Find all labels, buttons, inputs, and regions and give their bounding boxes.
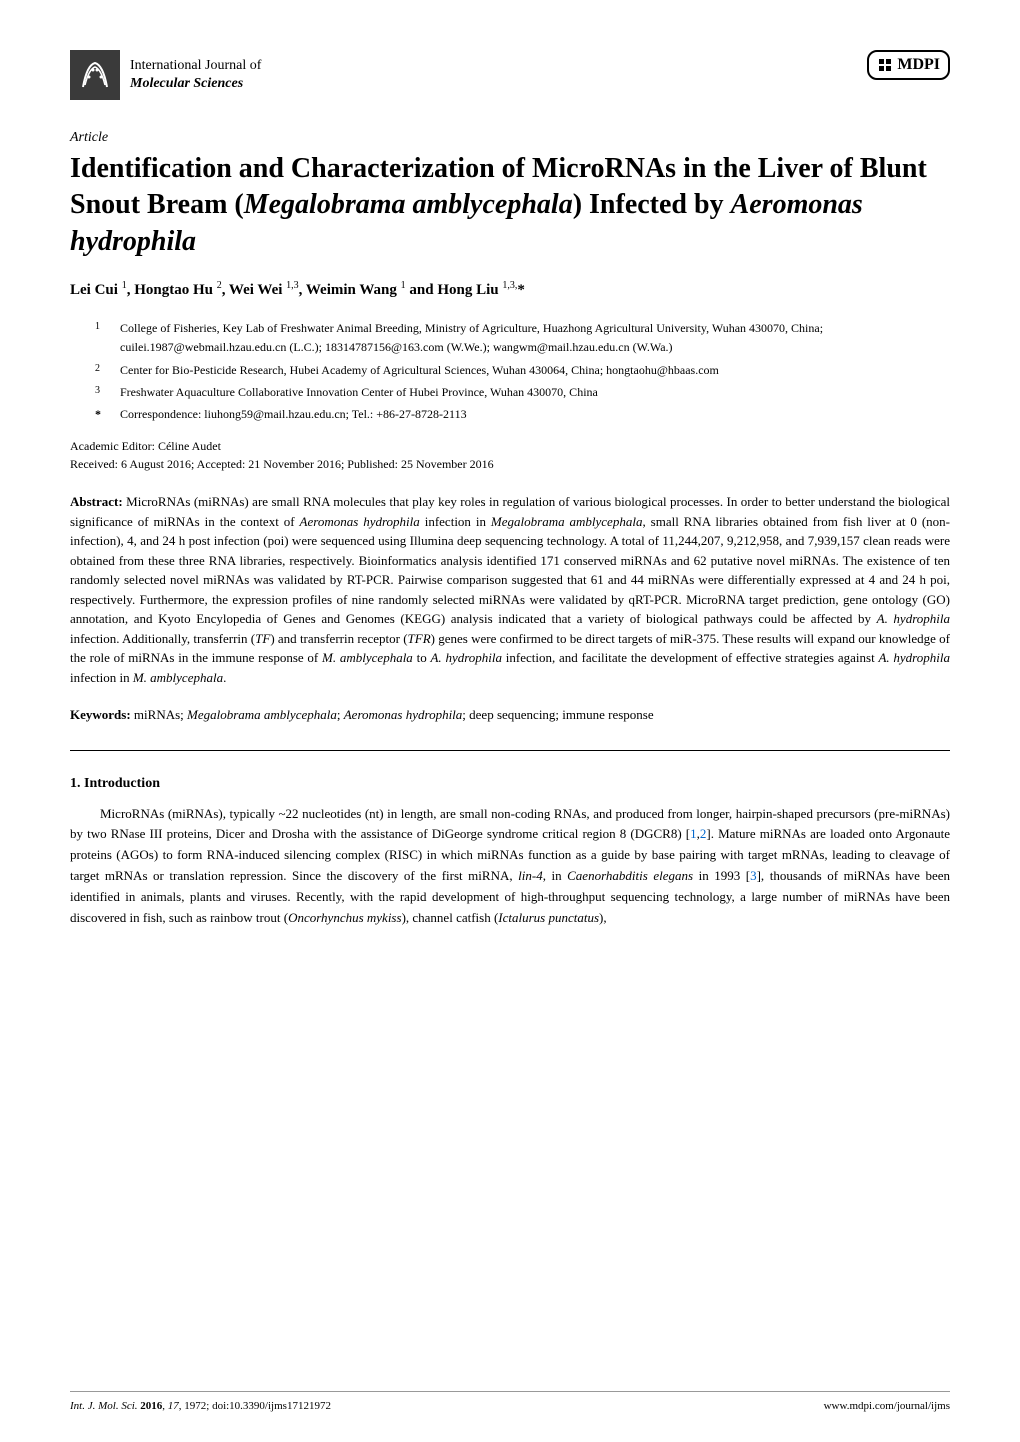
- keywords-label: Keywords:: [70, 707, 131, 722]
- academic-editor: Academic Editor: Céline Audet: [70, 439, 950, 454]
- affiliation-num: *: [95, 405, 110, 424]
- article-title: Identification and Characterization of M…: [70, 151, 950, 260]
- abstract-text: MicroRNAs (miRNAs) are small RNA molecul…: [70, 494, 950, 685]
- section-heading: 1. Introduction: [70, 776, 950, 792]
- mdpi-icon: [877, 57, 893, 73]
- affiliation-item: 2 Center for Bio-Pesticide Research, Hub…: [95, 361, 950, 380]
- affiliation-num: 2: [95, 361, 110, 380]
- journal-name-line1: International Journal of: [130, 57, 261, 75]
- affiliation-item: 1 College of Fisheries, Key Lab of Fresh…: [95, 319, 950, 357]
- affiliation-text: Freshwater Aquaculture Collaborative Inn…: [120, 383, 598, 402]
- affiliation-num: 1: [95, 319, 110, 357]
- affiliation-item: 3 Freshwater Aquaculture Collaborative I…: [95, 383, 950, 402]
- keywords-text: miRNAs; Megalobrama amblycephala; Aeromo…: [131, 707, 654, 722]
- affiliation-num: 3: [95, 383, 110, 402]
- journal-name-line2: Molecular Sciences: [130, 75, 261, 93]
- abstract-section: Abstract: MicroRNAs (miRNAs) are small R…: [70, 492, 950, 687]
- journal-name: International Journal of Molecular Scien…: [130, 57, 261, 93]
- affiliations-block: 1 College of Fisheries, Key Lab of Fresh…: [70, 319, 950, 424]
- affiliation-text: Center for Bio-Pesticide Research, Hubei…: [120, 361, 719, 380]
- publisher-logo: MDPI: [867, 50, 950, 80]
- publisher-text: MDPI: [897, 56, 940, 74]
- footer-right: www.mdpi.com/journal/ijms: [824, 1400, 950, 1412]
- section-divider: [70, 750, 950, 751]
- journal-icon: [70, 50, 120, 100]
- footer-left: Int. J. Mol. Sci. 2016, 17, 1972; doi:10…: [70, 1400, 331, 1412]
- journal-logo: International Journal of Molecular Scien…: [70, 50, 261, 100]
- page-footer: Int. J. Mol. Sci. 2016, 17, 1972; doi:10…: [70, 1391, 950, 1412]
- publication-dates: Received: 6 August 2016; Accepted: 21 No…: [70, 457, 950, 472]
- affiliation-text: Correspondence: liuhong59@mail.hzau.edu.…: [120, 405, 467, 424]
- article-type: Article: [70, 130, 950, 146]
- page-header: International Journal of Molecular Scien…: [70, 50, 950, 100]
- introduction-paragraph: MicroRNAs (miRNAs), typically ~22 nucleo…: [70, 804, 950, 929]
- authors-list: Lei Cui 1, Hongtao Hu 2, Wei Wei 1,3, We…: [70, 280, 950, 299]
- keywords-section: Keywords: miRNAs; Megalobrama amblycepha…: [70, 705, 950, 725]
- affiliation-item: * Correspondence: liuhong59@mail.hzau.ed…: [95, 405, 950, 424]
- affiliation-text: College of Fisheries, Key Lab of Freshwa…: [120, 319, 950, 357]
- abstract-label: Abstract:: [70, 494, 123, 509]
